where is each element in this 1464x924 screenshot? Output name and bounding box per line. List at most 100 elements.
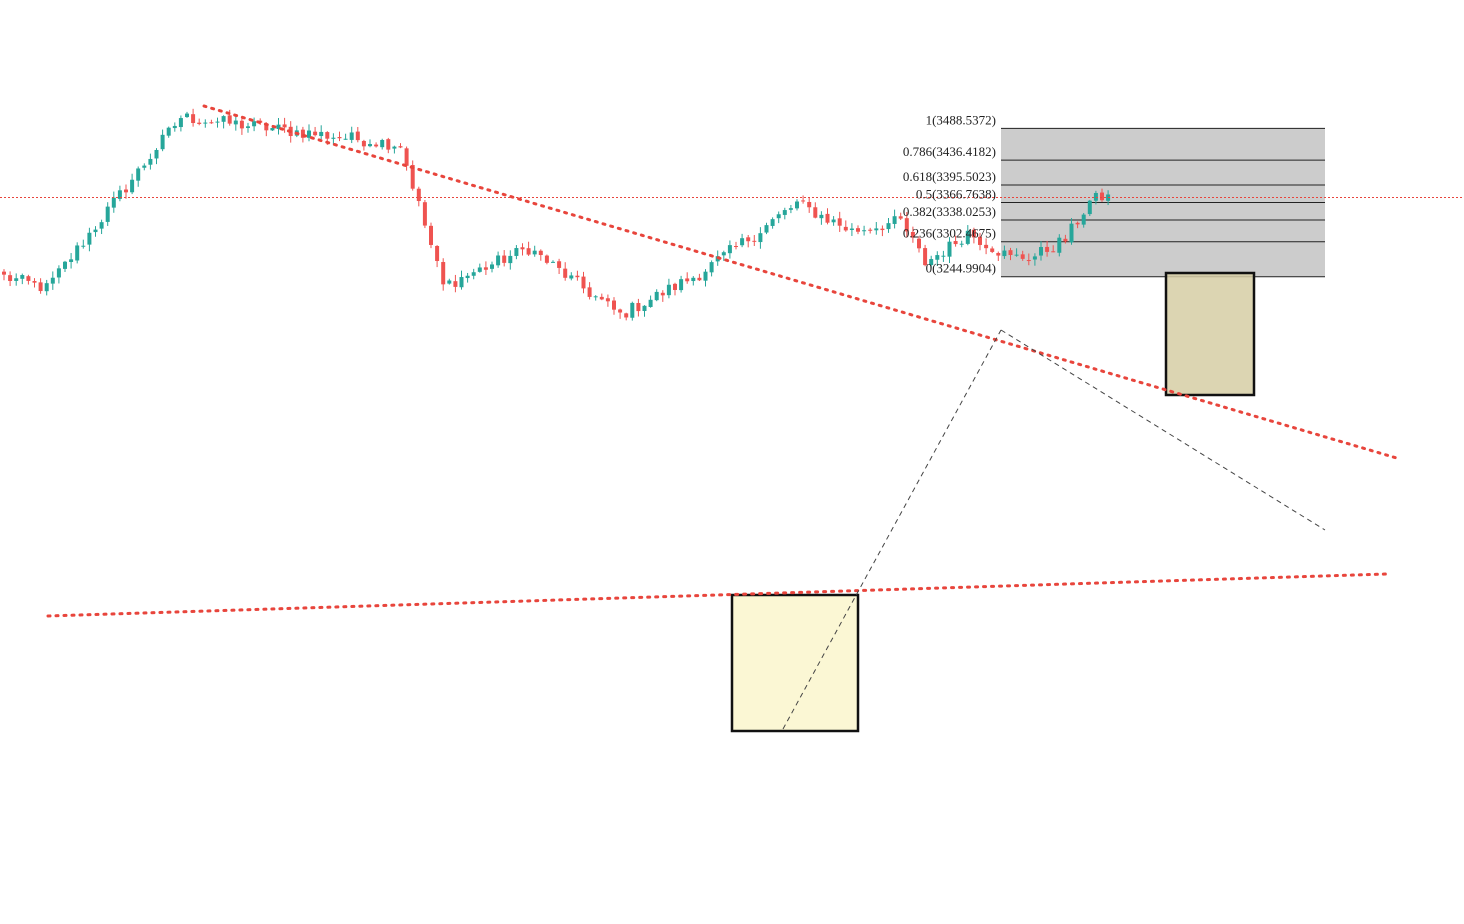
candle-body (20, 275, 25, 279)
trendlines[interactable] (0, 104, 1464, 730)
candle-body (605, 298, 610, 302)
candle-body (990, 248, 995, 252)
candle-body (410, 165, 415, 189)
candle-body (996, 252, 1001, 256)
candle-body (544, 255, 549, 263)
candle-body (904, 218, 909, 232)
candle-body (93, 229, 98, 233)
fib-labels: 1(3488.5372) 0.786(3436.4182) 0.618(3395.5… (903, 112, 996, 275)
fib-diagonal-line (1000, 329, 1326, 531)
candle-body (246, 126, 250, 128)
candle-body (105, 206, 110, 222)
candle-body (801, 200, 806, 202)
candle-body (148, 158, 153, 165)
candle-body (124, 189, 128, 193)
candle-body (325, 132, 330, 139)
candle-body (422, 202, 427, 226)
candle-body (923, 248, 928, 266)
candle-body (264, 123, 269, 131)
candle-body (270, 128, 275, 131)
candle-body (471, 272, 476, 276)
candle-body (380, 139, 385, 148)
highlight-box-bottom (730, 593, 860, 733)
candle-body (795, 201, 799, 209)
candle-body (978, 236, 982, 245)
candle-body (447, 280, 452, 284)
candle-body (69, 259, 74, 262)
candle-body (532, 250, 537, 255)
candle-body (831, 219, 836, 223)
candle-body (642, 305, 647, 311)
candle-body (837, 218, 842, 226)
candle-body (514, 248, 519, 256)
candle-body (2, 271, 6, 275)
candle-body (319, 131, 324, 137)
candlesticks (2, 108, 1111, 321)
candle-body (197, 122, 202, 124)
candle-body (1093, 192, 1098, 201)
candle-body (368, 144, 372, 147)
fib-level-label: 1(3488.5372) (926, 112, 996, 127)
candle-body (612, 300, 616, 310)
candle-body (154, 149, 159, 159)
candle-body (435, 245, 440, 262)
candle-body (734, 246, 738, 248)
candle-body (764, 225, 769, 233)
candle-body (14, 278, 19, 281)
candle-body (727, 245, 732, 254)
candle-body (416, 188, 421, 202)
candle-body (87, 232, 92, 245)
fib-level-label: 0.236(3302.4675) (903, 226, 996, 241)
candle-body (374, 144, 379, 147)
candle-body (917, 238, 921, 249)
candle-body (752, 240, 757, 242)
candle-body (709, 262, 714, 273)
candle-body (520, 247, 525, 250)
candle-body (1063, 238, 1068, 242)
candle-body (227, 115, 232, 124)
candle-body (81, 245, 86, 247)
candle-body (1051, 251, 1056, 253)
candle-body (185, 113, 189, 118)
candle-body (862, 230, 867, 232)
fib-level-label: 0.382(3338.0253) (903, 204, 996, 219)
candle-body (782, 210, 787, 215)
support-trendline (46, 572, 1388, 618)
fib-level-label: 0.5(3366.7638) (916, 187, 996, 202)
candle-body (1069, 223, 1074, 243)
candle-body (630, 302, 635, 318)
candle-body (117, 190, 122, 199)
candle-body (575, 275, 580, 278)
candle-body (843, 226, 848, 231)
candle-body (849, 228, 854, 230)
candle-body (1100, 192, 1104, 201)
candle-body (75, 245, 80, 261)
candle-body (1020, 254, 1025, 259)
candle-body (1014, 254, 1019, 256)
candle-body (191, 114, 196, 124)
candle-body (178, 118, 183, 128)
candle-body (172, 125, 177, 129)
candle-body (233, 120, 238, 125)
candle-body (349, 132, 354, 140)
highlight-boxes[interactable] (730, 271, 1256, 733)
candle-body (166, 127, 171, 136)
candle-body (331, 137, 336, 139)
candle-body (984, 244, 989, 249)
candle-body (136, 168, 141, 181)
candle-body (130, 179, 135, 193)
candle-body (892, 216, 897, 224)
candle-body (142, 165, 147, 168)
candle-body (581, 276, 586, 289)
candle-body (898, 216, 903, 219)
candle-body (880, 228, 885, 231)
fib-level-label: 0.786(3436.4182) (903, 144, 996, 159)
candle-body (593, 296, 598, 298)
candle-body (276, 124, 281, 130)
candle-body (56, 268, 61, 278)
candle-body (935, 255, 940, 260)
candle-body (392, 146, 397, 149)
candle-body (32, 281, 37, 283)
candle-body (551, 261, 555, 263)
